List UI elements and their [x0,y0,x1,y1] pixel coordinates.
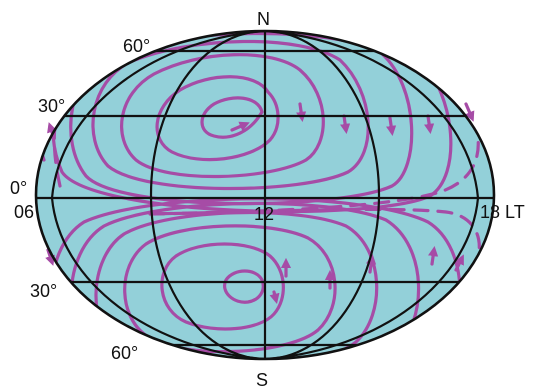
north-flow-loop-1 [200,96,264,139]
label-lat-60-south: 60° [111,343,138,363]
label-local-time-12: 12 [254,204,274,224]
label-lat-60-north: 60° [123,36,150,56]
flow-arrow-north-ring-c [386,116,397,137]
meridian-ellipse-inner [149,31,381,359]
flow-arrow-south-ring-c [366,253,377,274]
label-local-time-18: 18 LT [480,202,525,222]
flow-arrow-north-inner [230,121,250,132]
north-flow-loop-6 [51,31,453,214]
north-flow-loop-3 [120,53,325,179]
label-lat-30-north: 30° [38,96,65,116]
meridian-east [264,31,480,359]
north-flow-loop-4 [91,39,370,191]
label-north: N [257,9,270,29]
flow-arrow-south-left [45,248,55,266]
globe-outline [34,29,496,361]
label-equator: 0° [10,178,27,198]
south-flow-loop-1 [223,269,265,304]
label-south: S [256,370,268,390]
flow-arrow-north-left [47,122,57,140]
south-flow-loop-2 [160,242,285,331]
label-local-time-06: 06 [14,202,34,222]
north-flow-loop-2 [155,75,280,162]
label-lat-30-south: 30° [30,281,57,301]
flow-arrow-north-dashed [464,102,475,122]
meridian-west [50,31,266,359]
flow-arrow-north-ring-b [340,114,351,135]
flow-arrow-south-ring-d [428,245,439,266]
flow-arrow-south-dashed [454,254,464,272]
flow-arrow-north-ring-d [424,114,435,135]
flow-arrow-south-inner [269,290,280,304]
